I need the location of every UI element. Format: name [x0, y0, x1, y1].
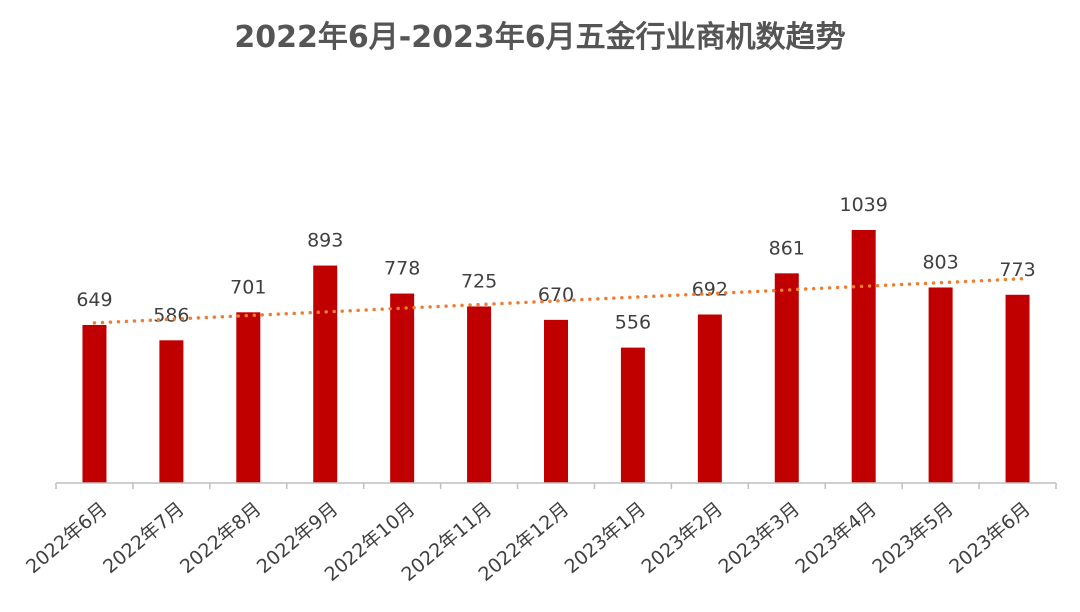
bar-2 [236, 312, 261, 483]
x-tick-label-8: 2023年2月 [637, 498, 727, 578]
x-tick-labels-group: 2022年6月2022年7月2022年8月2022年9月2022年10月2022… [22, 498, 1035, 586]
value-label-3: 893 [307, 230, 343, 252]
bar-8 [697, 314, 722, 483]
x-tick-label-7: 2023年1月 [561, 498, 651, 578]
bar-7 [620, 347, 645, 483]
x-tick-label-10: 2023年4月 [791, 498, 881, 578]
value-label-12: 773 [999, 259, 1035, 281]
bar-3 [313, 265, 338, 483]
x-tick-label-9: 2023年3月 [714, 498, 804, 578]
value-label-5: 725 [461, 270, 497, 292]
x-tick-label-2: 2022年8月 [176, 498, 266, 578]
value-label-4: 778 [384, 258, 420, 280]
bar-12 [1005, 294, 1030, 483]
value-label-8: 692 [692, 278, 728, 300]
value-label-11: 803 [922, 251, 958, 273]
value-label-7: 556 [615, 312, 651, 334]
x-tick-label-12: 2023年6月 [945, 498, 1035, 578]
bars-group [82, 230, 1030, 483]
bar-11 [928, 287, 953, 483]
value-label-9: 861 [769, 237, 805, 259]
x-tick-label-1: 2022年7月 [99, 498, 189, 578]
chart-title: 2022年6月-2023年6月五金行业商机数趋势 [234, 20, 846, 55]
value-label-10: 1039 [840, 194, 888, 216]
bar-4 [390, 293, 415, 483]
bar-10 [851, 230, 876, 483]
value-label-2: 701 [230, 276, 266, 298]
bar-9 [774, 273, 799, 483]
bar-1 [159, 340, 184, 483]
value-label-1: 586 [153, 304, 189, 326]
bar-5 [467, 306, 492, 483]
x-tick-label-0: 2022年6月 [22, 498, 112, 578]
trend-line [92, 277, 1024, 325]
value-label-0: 649 [76, 289, 112, 311]
bar-0 [82, 324, 107, 483]
x-tick-label-11: 2023年5月 [868, 498, 958, 578]
bar-6 [544, 319, 568, 483]
tick-marks-group [55, 483, 1057, 489]
